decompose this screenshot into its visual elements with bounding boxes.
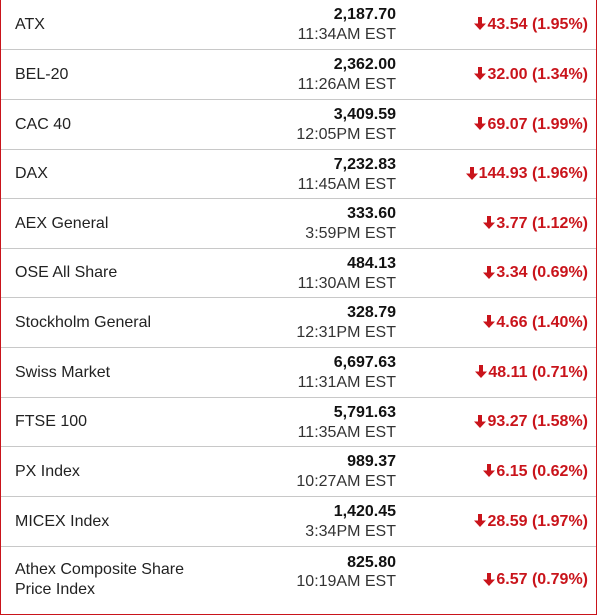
index-change: 28.59 (1.97%): [474, 497, 588, 546]
index-name[interactable]: OSE All Share: [15, 249, 215, 297]
index-name-link[interactable]: AEX General: [15, 214, 109, 232]
index-change-value: 144.93 (1.96%): [478, 165, 588, 182]
index-name-link[interactable]: PX Index: [15, 462, 80, 480]
index-name-link[interactable]: FTSE 100: [15, 413, 88, 430]
index-name-link[interactable]: BEL-20: [15, 65, 69, 83]
index-change-value: 48.11 (0.71%): [488, 363, 588, 381]
down-arrow-icon: [474, 67, 487, 80]
index-time: 11:26AM EST: [297, 76, 396, 93]
down-arrow-icon: [475, 365, 488, 378]
index-name-link[interactable]: Stockholm General: [15, 313, 152, 331]
index-change-value: 32.00 (1.34%): [487, 65, 588, 83]
index-change: 48.11 (0.71%): [475, 348, 588, 397]
index-row[interactable]: MICEX Index 1,420.45 3:34PM EST 28.59 (1…: [1, 497, 596, 547]
index-time: 10:27AM EST: [296, 473, 396, 490]
index-row[interactable]: PX Index 989.37 10:27AM EST 6.15 (0.62%): [1, 447, 596, 497]
index-name[interactable]: AEX General: [15, 199, 215, 248]
index-price: 825.80: [347, 554, 396, 571]
index-change: 93.27 (1.58%): [474, 398, 588, 446]
index-change-value: 28.59 (1.97%): [487, 512, 588, 530]
index-row[interactable]: Athex Composite Share Price Index 825.80…: [1, 547, 596, 613]
down-arrow-icon: [483, 572, 496, 586]
index-name[interactable]: Athex Composite Share Price Index: [15, 547, 215, 613]
index-time: 10:19AM EST: [296, 573, 396, 590]
index-time: 11:45AM EST: [297, 176, 396, 193]
down-arrow-icon: [483, 216, 496, 229]
index-row[interactable]: BEL-20 2,362.00 11:26AM EST 32.00 (1.34%…: [1, 50, 596, 100]
index-change: 69.07 (1.99%): [474, 100, 588, 149]
index-name-link[interactable]: Athex Composite Share: [15, 561, 184, 578]
index-price: 3,409.59: [333, 106, 396, 123]
index-change-value: 6.57 (0.79%): [496, 571, 588, 588]
index-change-value: 6.15 (0.62%): [496, 462, 588, 480]
index-name-link[interactable]: MICEX Index: [15, 512, 110, 530]
index-price: 7,232.83: [333, 156, 396, 173]
index-time: 11:35AM EST: [297, 424, 396, 441]
index-change-value: 69.07 (1.99%): [487, 115, 588, 133]
index-change-value: 4.66 (1.40%): [496, 313, 588, 331]
down-arrow-icon: [474, 414, 487, 428]
index-time: 11:31AM EST: [297, 374, 396, 391]
index-name-link[interactable]: Swiss Market: [15, 363, 111, 381]
index-time: 3:34PM EST: [305, 523, 396, 540]
down-arrow-icon: [483, 464, 496, 477]
index-name[interactable]: CAC 40: [15, 100, 215, 149]
index-row[interactable]: Stockholm General 328.79 12:31PM EST 4.6…: [1, 298, 596, 348]
index-price: 989.37: [347, 453, 396, 470]
index-row[interactable]: FTSE 100 5,791.63 11:35AM EST 93.27 (1.5…: [1, 398, 596, 447]
index-change: 32.00 (1.34%): [474, 50, 588, 99]
down-arrow-icon: [483, 265, 496, 279]
index-price: 484.13: [347, 255, 396, 272]
index-price: 333.60: [347, 205, 396, 222]
index-change: 3.77 (1.12%): [483, 199, 588, 248]
index-name-link[interactable]: DAX: [15, 165, 48, 182]
index-row[interactable]: CAC 40 3,409.59 12:05PM EST 69.07 (1.99%…: [1, 100, 596, 150]
index-price: 6,697.63: [333, 354, 396, 371]
index-time: 11:30AM EST: [297, 275, 396, 292]
index-name-link[interactable]: CAC 40: [15, 115, 72, 133]
index-price: 328.79: [347, 304, 396, 321]
index-row[interactable]: Swiss Market 6,697.63 11:31AM EST 48.11 …: [1, 348, 596, 398]
index-time: 12:31PM EST: [296, 324, 396, 341]
index-change: 6.15 (0.62%): [483, 447, 588, 496]
index-name-link[interactable]: Price Index: [15, 581, 96, 598]
down-arrow-icon: [474, 117, 487, 130]
index-change: 3.34 (0.69%): [483, 249, 588, 297]
index-name[interactable]: FTSE 100: [15, 398, 215, 446]
index-price: 1,420.45: [333, 503, 396, 520]
index-time: 11:34AM EST: [297, 26, 396, 43]
index-change: 4.66 (1.40%): [483, 298, 588, 347]
index-row[interactable]: OSE All Share 484.13 11:30AM EST 3.34 (0…: [1, 249, 596, 298]
down-arrow-icon: [483, 315, 496, 328]
index-change-value: 3.77 (1.12%): [496, 214, 588, 232]
index-change-value: 3.34 (0.69%): [496, 264, 588, 281]
down-arrow-icon: [474, 17, 487, 30]
index-change: 43.54 (1.95%): [474, 0, 588, 49]
index-name[interactable]: DAX: [15, 150, 215, 198]
index-change-value: 93.27 (1.58%): [487, 413, 588, 430]
index-name[interactable]: Stockholm General: [15, 298, 215, 347]
down-arrow-icon: [465, 166, 478, 180]
index-price: 2,187.70: [333, 6, 396, 23]
index-row[interactable]: AEX General 333.60 3:59PM EST 3.77 (1.12…: [1, 199, 596, 249]
down-arrow-icon: [474, 514, 487, 527]
index-name[interactable]: BEL-20: [15, 50, 215, 99]
index-name-link[interactable]: OSE All Share: [15, 264, 118, 281]
index-name[interactable]: MICEX Index: [15, 497, 215, 546]
index-time: 12:05PM EST: [296, 126, 396, 143]
index-name[interactable]: Swiss Market: [15, 348, 215, 397]
index-name[interactable]: PX Index: [15, 447, 215, 496]
index-price: 2,362.00: [333, 56, 396, 73]
index-change: 6.57 (0.79%): [483, 547, 588, 613]
index-price: 5,791.63: [333, 404, 396, 421]
index-row[interactable]: ATX 2,187.70 11:34AM EST 43.54 (1.95%): [1, 0, 596, 50]
index-time: 3:59PM EST: [305, 225, 396, 242]
index-name-link[interactable]: ATX: [15, 15, 45, 33]
index-row[interactable]: DAX 7,232.83 11:45AM EST 144.93 (1.96%): [1, 150, 596, 199]
index-change-value: 43.54 (1.95%): [487, 15, 588, 33]
index-name[interactable]: ATX: [15, 0, 215, 49]
index-change: 144.93 (1.96%): [465, 150, 588, 198]
